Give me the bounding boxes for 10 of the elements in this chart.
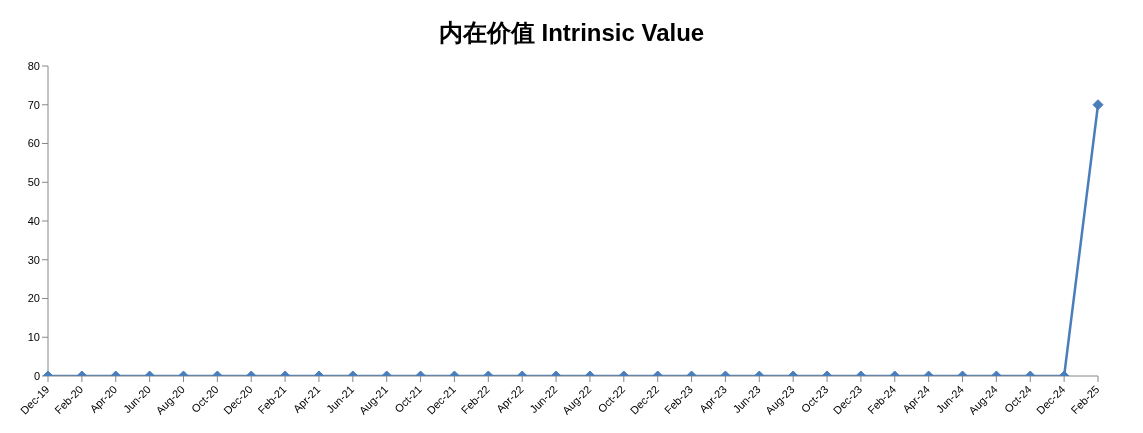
chart-title: 内在价值 Intrinsic Value <box>437 18 706 48</box>
y-tick-label: 10 <box>27 331 40 344</box>
y-tick-label: 50 <box>27 176 40 189</box>
y-tick-label: 70 <box>27 98 40 111</box>
y-tick-label: 30 <box>27 253 40 266</box>
y-tick-label: 20 <box>27 292 40 305</box>
y-tick-label: 40 <box>27 214 40 227</box>
y-tick-label: 60 <box>27 137 40 150</box>
y-tick-label: 80 <box>27 59 40 72</box>
y-tick-label: 0 <box>33 369 40 382</box>
